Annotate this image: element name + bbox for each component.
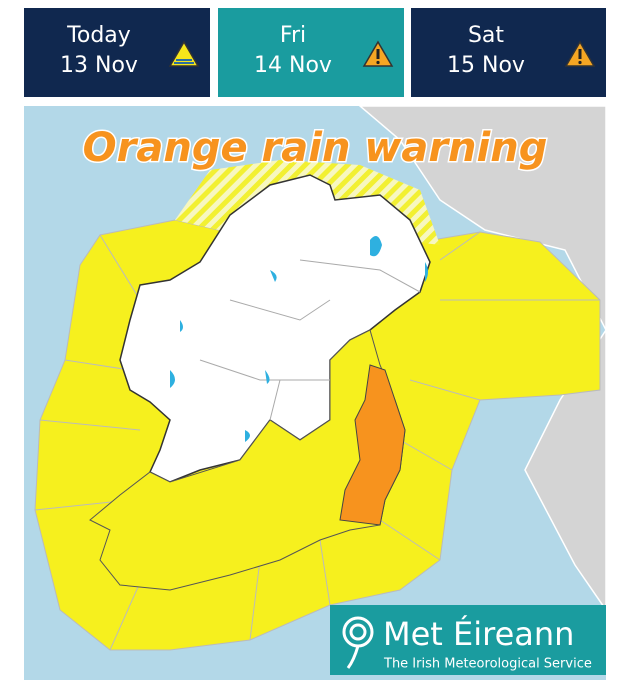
tab-day: Fri xyxy=(279,23,307,48)
tab-day: Sat xyxy=(467,23,505,48)
logo-box xyxy=(330,605,606,675)
logo-icon xyxy=(342,616,374,669)
tab-date: 14 Nov xyxy=(254,53,332,78)
tab-label: Sat 15 Nov xyxy=(411,21,561,81)
zone-borders xyxy=(34,231,600,651)
logo-name: Met Éireann xyxy=(383,615,574,653)
logo-tagline: The Irish Meteorological Service xyxy=(383,657,592,672)
day-tab[interactable]: Fri 14 Nov xyxy=(218,8,404,97)
tab-day: Today xyxy=(67,23,131,48)
tab-date: 13 Nov xyxy=(60,53,138,78)
day-tab[interactable]: Today 13 Nov xyxy=(24,8,210,97)
tab-label: Fri 14 Nov xyxy=(218,21,368,81)
map-title: Orange rain warning xyxy=(83,125,548,171)
land-orange xyxy=(339,364,406,526)
county-borders xyxy=(199,259,421,421)
warning-icon xyxy=(564,40,596,67)
tab-date: 15 Nov xyxy=(447,53,525,78)
tab-label: Today 13 Nov xyxy=(24,21,174,81)
warning-map: Orange rain warning Met Éireann The Iris… xyxy=(24,106,606,680)
warning-icon xyxy=(168,40,200,67)
day-tab[interactable]: Sat 15 Nov xyxy=(411,8,606,97)
warning-icon xyxy=(362,40,394,67)
